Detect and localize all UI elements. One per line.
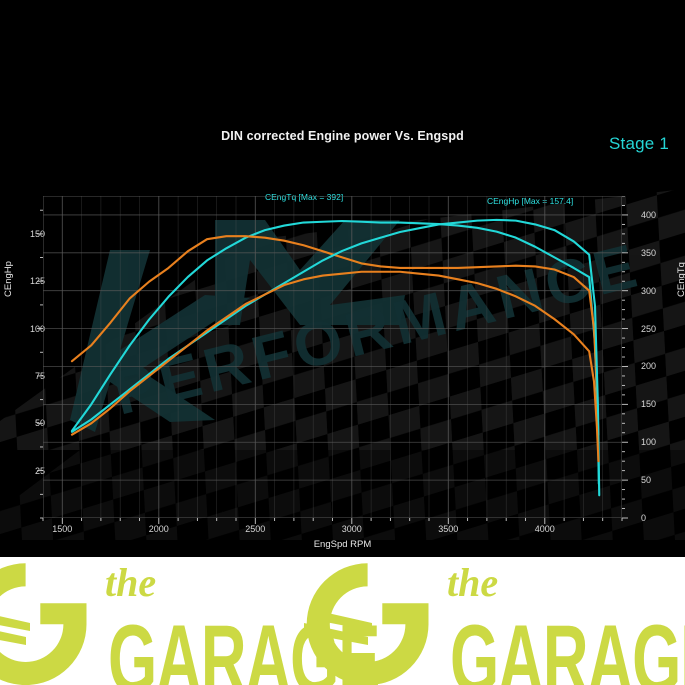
- chart-panel: PERFORMANCE DIN corrected Engine power V…: [0, 129, 685, 550]
- series-annotation-torque: CEngTq [Max = 392]: [265, 192, 344, 202]
- logo-word-garage-2: GARAGE: [450, 606, 685, 685]
- x-tick-4000: 4000: [534, 524, 555, 534]
- x-tick-2500: 2500: [245, 524, 266, 534]
- plot-svg: [43, 196, 622, 518]
- y-tick-right-150: 150: [641, 399, 657, 410]
- y-tick-right-200: 200: [641, 361, 657, 372]
- x-axis-label: EngSpd RPM: [313, 539, 372, 550]
- x-tick-1500: 1500: [52, 524, 73, 534]
- y-tick-right-0: 0: [641, 513, 647, 523]
- x-tick-2000: 2000: [148, 524, 169, 534]
- y-tick-right-300: 300: [641, 285, 657, 296]
- garage-g-mark-2: [304, 563, 429, 685]
- y-tick-right-100: 100: [641, 437, 657, 448]
- plot-area: [43, 196, 622, 518]
- garage-logo: the GARAGE: [0, 557, 380, 685]
- y-tick-right-350: 350: [641, 247, 657, 258]
- logo-word-the: the: [105, 560, 157, 605]
- y-tick-right-250: 250: [641, 323, 657, 334]
- x-tick-3500: 3500: [438, 524, 459, 534]
- series-annotation-power: CEngHp [Max = 157.4]: [487, 196, 574, 206]
- stage-badge: Stage 1: [608, 134, 669, 153]
- garage-g-mark: [0, 563, 87, 685]
- y-tick-right-400: 400: [641, 209, 657, 220]
- y-axis-left-label: CEngHp: [3, 261, 14, 297]
- y-axis-right-label: CEngTq: [676, 262, 685, 297]
- x-tick-3000: 3000: [341, 524, 362, 534]
- y-tick-right-50: 50: [641, 475, 652, 486]
- garage-logo-band: the GARAGE the GARAGE: [0, 557, 685, 685]
- chart-title: DIN corrected Engine power Vs. Engspd: [221, 129, 464, 143]
- garage-logo-2: the GARAGE: [302, 557, 685, 685]
- logo-word-the-2: the: [447, 560, 499, 605]
